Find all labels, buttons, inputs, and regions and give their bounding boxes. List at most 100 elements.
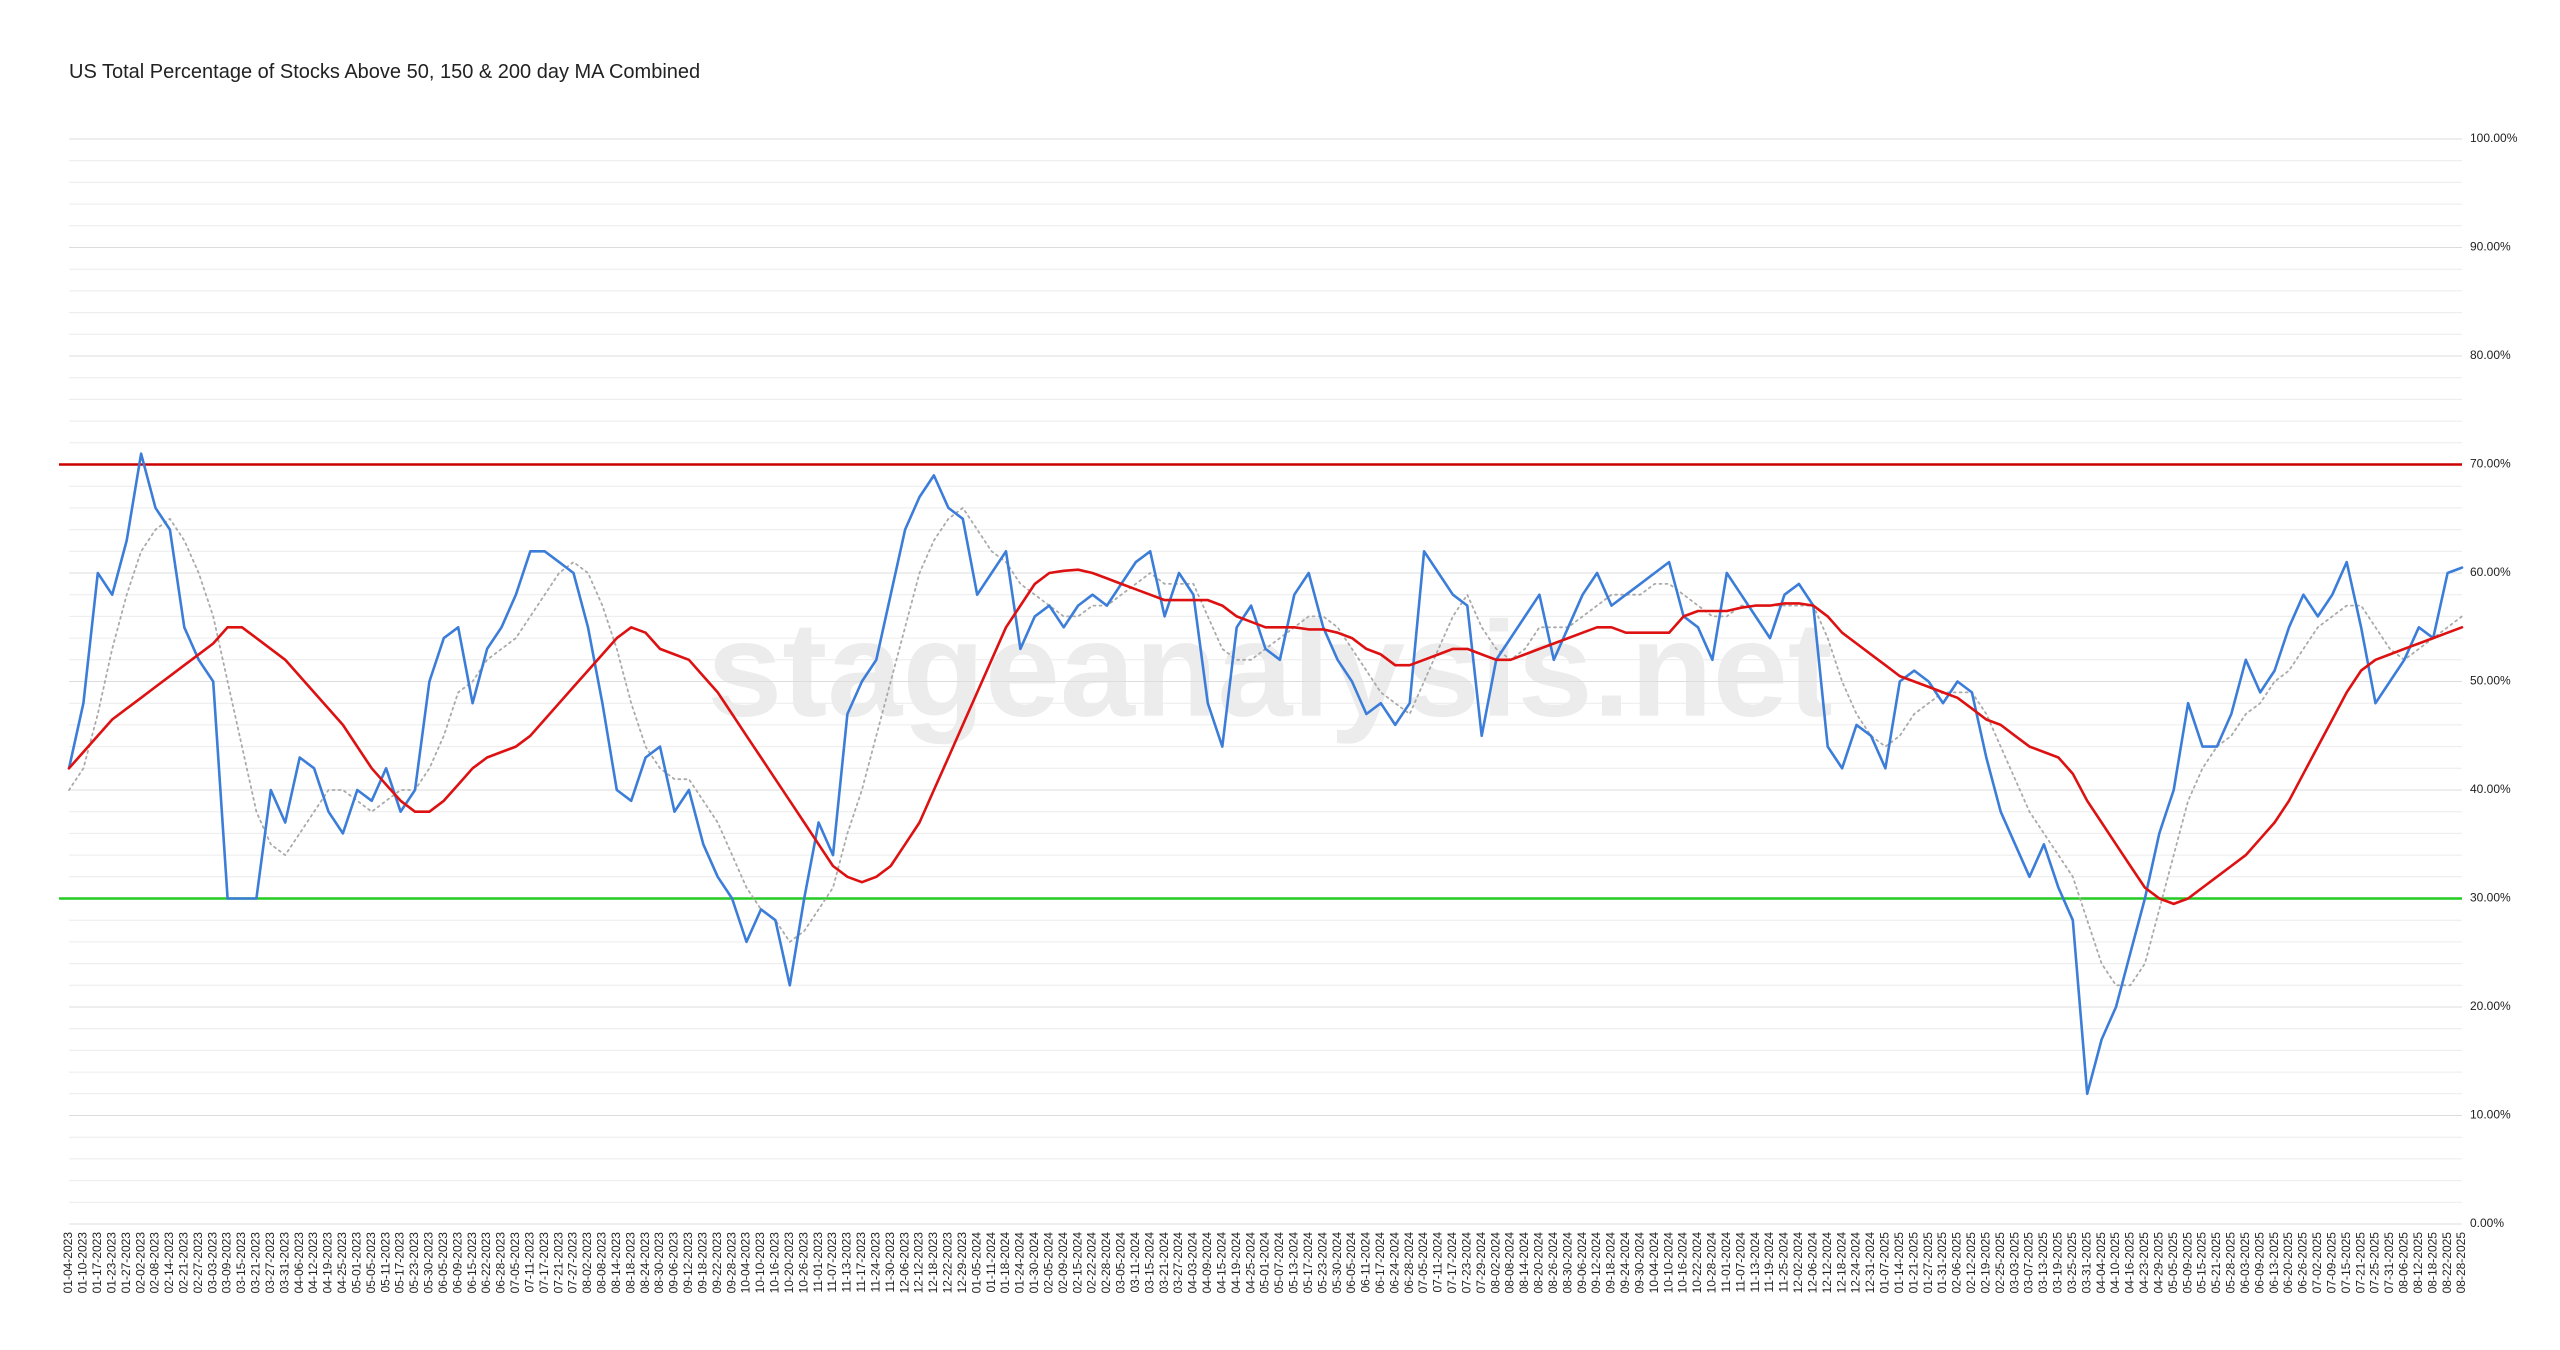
x-tick-label: 03-27-2023	[263, 1232, 277, 1294]
x-tick-label: 09-24-2024	[1618, 1232, 1632, 1294]
x-tick-label: 07-29-2024	[1474, 1232, 1488, 1294]
y-tick-label: 70.00%	[2470, 457, 2511, 471]
y-tick-label: 100.00%	[2470, 131, 2518, 145]
x-tick-label: 04-25-2024	[1243, 1232, 1257, 1294]
x-tick-label: 10-10-2024	[1661, 1232, 1675, 1294]
x-tick-label: 05-21-2025	[2209, 1232, 2223, 1294]
x-tick-label: 04-10-2025	[2108, 1232, 2122, 1294]
x-tick-label: 04-03-2024	[1186, 1232, 1200, 1294]
x-tick-label: 09-28-2023	[724, 1232, 738, 1294]
x-tick-label: 10-28-2024	[1705, 1232, 1719, 1294]
x-tick-label: 08-12-2025	[2411, 1232, 2425, 1294]
x-tick-label: 02-25-2025	[1993, 1232, 2007, 1294]
x-tick-label: 04-16-2025	[2123, 1232, 2137, 1294]
x-tick-label: 06-17-2024	[1373, 1232, 1387, 1294]
x-tick-label: 06-09-2023	[450, 1232, 464, 1294]
chart-title: US Total Percentage of Stocks Above 50, …	[69, 61, 700, 83]
x-tick-label: 02-12-2025	[1964, 1232, 1978, 1294]
x-tick-label: 07-21-2023	[551, 1232, 565, 1294]
x-tick-label: 12-12-2024	[1820, 1232, 1834, 1294]
x-tick-label: 01-24-2024	[1013, 1232, 1027, 1294]
x-tick-label: 03-15-2024	[1142, 1232, 1156, 1294]
x-tick-label: 05-30-2023	[422, 1232, 436, 1294]
x-tick-label: 11-19-2024	[1762, 1232, 1776, 1293]
x-tick-label: 12-22-2023	[941, 1232, 955, 1294]
x-tick-label: 03-27-2024	[1171, 1232, 1185, 1294]
x-tick-label: 12-12-2023	[912, 1232, 926, 1294]
y-tick-label: 0.00%	[2470, 1216, 2504, 1230]
y-tick-label: 20.00%	[2470, 999, 2511, 1013]
x-tick-label: 08-26-2024	[1546, 1232, 1560, 1294]
x-tick-label: 02-05-2024	[1041, 1232, 1055, 1294]
x-tick-label: 04-25-2023	[335, 1232, 349, 1294]
x-tick-label: 07-11-2024	[1431, 1232, 1445, 1293]
x-tick-label: 11-07-2024	[1733, 1232, 1747, 1293]
x-tick-label: 08-30-2024	[1560, 1232, 1574, 1294]
x-tick-label: 11-13-2024	[1748, 1232, 1762, 1293]
x-tick-label: 07-05-2023	[508, 1232, 522, 1294]
x-tick-label: 02-06-2025	[1950, 1232, 1964, 1294]
x-tick-label: 03-11-2024	[1128, 1232, 1142, 1293]
x-tick-label: 11-17-2023	[854, 1232, 868, 1293]
x-tick-label: 03-03-2023	[205, 1232, 219, 1294]
x-tick-label: 06-09-2025	[2252, 1232, 2266, 1294]
x-tick-label: 01-18-2024	[998, 1232, 1012, 1294]
x-tick-label: 01-30-2024	[1027, 1232, 1041, 1294]
x-tick-label: 07-02-2025	[2310, 1232, 2324, 1294]
x-tick-label: 03-03-2025	[2007, 1232, 2021, 1294]
x-tick-label: 04-06-2023	[292, 1232, 306, 1294]
x-tick-label: 02-22-2024	[1085, 1232, 1099, 1294]
x-tick-label: 06-28-2024	[1402, 1232, 1416, 1294]
x-tick-label: 08-18-2023	[623, 1232, 637, 1294]
x-tick-label: 05-09-2025	[2180, 1232, 2194, 1294]
x-tick-label: 08-08-2024	[1503, 1232, 1517, 1294]
x-tick-label: 05-07-2024	[1272, 1232, 1286, 1294]
x-tick-label: 12-06-2024	[1805, 1232, 1819, 1294]
x-tick-label: 11-13-2023	[840, 1232, 854, 1293]
x-tick-label: 03-05-2024	[1114, 1232, 1128, 1294]
x-tick-label: 07-31-2025	[2382, 1232, 2396, 1294]
x-tick-label: 05-17-2023	[393, 1232, 407, 1294]
x-tick-label: 05-28-2025	[2224, 1232, 2238, 1294]
x-tick-label: 10-04-2024	[1647, 1232, 1661, 1294]
x-tick-label: 08-18-2025	[2425, 1232, 2439, 1294]
x-tick-label: 08-14-2023	[609, 1232, 623, 1294]
x-tick-label: 01-07-2025	[1878, 1232, 1892, 1294]
x-tick-label: 06-15-2023	[465, 1232, 479, 1294]
x-tick-label: 12-02-2024	[1791, 1232, 1805, 1294]
x-tick-label: 07-27-2023	[566, 1232, 580, 1294]
x-tick-label: 09-18-2024	[1604, 1232, 1618, 1294]
x-tick-label: 12-24-2024	[1849, 1232, 1863, 1294]
watermark: stageanalysis.net	[707, 594, 1833, 745]
x-tick-label: 08-02-2023	[580, 1232, 594, 1294]
x-tick-label: 12-31-2024	[1863, 1232, 1877, 1294]
x-tick-label: 09-18-2023	[695, 1232, 709, 1294]
x-tick-label: 01-14-2025	[1892, 1232, 1906, 1294]
x-tick-label: 10-10-2023	[753, 1232, 767, 1294]
x-tick-label: 11-07-2023	[825, 1232, 839, 1293]
x-tick-label: 06-26-2025	[2296, 1232, 2310, 1294]
y-tick-label: 30.00%	[2470, 891, 2511, 905]
x-tick-label: 03-07-2025	[2022, 1232, 2036, 1294]
x-tick-label: 09-12-2023	[681, 1232, 695, 1294]
x-tick-label: 03-21-2024	[1157, 1232, 1171, 1294]
x-tick-label: 03-21-2023	[249, 1232, 263, 1294]
x-tick-label: 02-19-2025	[1978, 1232, 1992, 1294]
x-tick-label: 10-22-2024	[1690, 1232, 1704, 1294]
x-tick-label: 05-30-2024	[1330, 1232, 1344, 1294]
x-tick-label: 04-12-2023	[306, 1232, 320, 1294]
x-tick-label: 07-09-2025	[2324, 1232, 2338, 1294]
x-tick-label: 01-04-2023	[61, 1232, 75, 1294]
x-tick-label: 04-19-2024	[1229, 1232, 1243, 1294]
x-tick-label: 06-28-2023	[494, 1232, 508, 1294]
x-tick-label: 02-15-2024	[1070, 1232, 1084, 1294]
x-tick-label: 06-11-2024	[1359, 1232, 1373, 1293]
x-tick-label: 02-28-2024	[1099, 1232, 1113, 1294]
x-tick-label: 07-17-2024	[1445, 1232, 1459, 1294]
x-tick-label: 08-08-2023	[595, 1232, 609, 1294]
x-tick-label: 03-19-2025	[2051, 1232, 2065, 1294]
x-tick-label: 12-06-2023	[897, 1232, 911, 1294]
x-tick-label: 12-18-2023	[926, 1232, 940, 1294]
